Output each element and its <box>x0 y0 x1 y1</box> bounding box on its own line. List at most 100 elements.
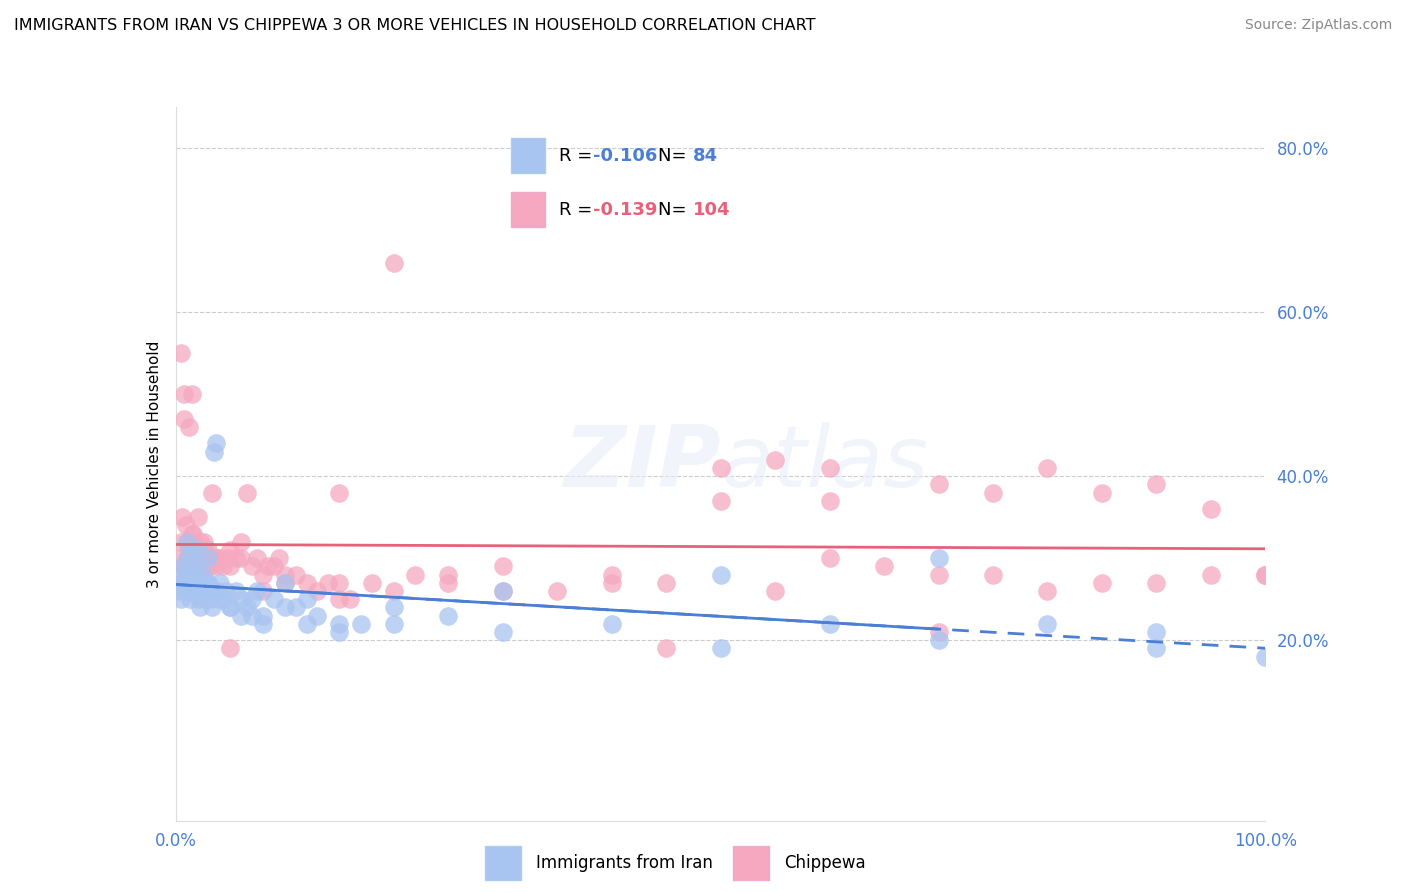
Point <box>172 559 194 574</box>
Point <box>257 559 280 574</box>
Point <box>188 534 211 549</box>
Point <box>177 551 200 566</box>
Point <box>1091 485 1114 500</box>
Point <box>1144 575 1167 590</box>
Point <box>339 592 361 607</box>
Point <box>190 559 212 574</box>
Point <box>235 485 257 500</box>
Point <box>928 551 950 566</box>
Point <box>405 567 427 582</box>
Point <box>191 575 214 590</box>
Point <box>195 592 218 607</box>
Point <box>240 559 263 574</box>
Point <box>170 575 193 590</box>
Point <box>1144 641 1167 656</box>
Point <box>240 592 263 607</box>
Point <box>928 477 950 491</box>
Point <box>188 551 211 566</box>
Point <box>318 575 340 590</box>
Point <box>195 551 218 566</box>
Point <box>295 592 318 607</box>
Point <box>1199 502 1222 516</box>
Point <box>207 584 229 599</box>
Point <box>1036 616 1059 631</box>
Point <box>818 551 841 566</box>
Point <box>201 485 224 500</box>
Point <box>382 600 405 615</box>
Point <box>710 493 733 508</box>
Point <box>193 534 215 549</box>
Point <box>209 575 232 590</box>
Point <box>215 551 238 566</box>
Point <box>202 551 225 566</box>
Point <box>177 575 200 590</box>
Y-axis label: 3 or more Vehicles in Household: 3 or more Vehicles in Household <box>146 340 162 588</box>
Point <box>928 633 950 648</box>
Point <box>350 616 373 631</box>
FancyBboxPatch shape <box>485 846 520 880</box>
Point <box>655 641 678 656</box>
Point <box>208 551 231 566</box>
Point <box>186 559 208 574</box>
Point <box>252 567 274 582</box>
Point <box>197 543 219 558</box>
Point <box>382 256 405 270</box>
Point <box>181 526 204 541</box>
Point <box>219 600 242 615</box>
Point <box>177 543 200 558</box>
Text: IMMIGRANTS FROM IRAN VS CHIPPEWA 3 OR MORE VEHICLES IN HOUSEHOLD CORRELATION CHA: IMMIGRANTS FROM IRAN VS CHIPPEWA 3 OR MO… <box>14 18 815 33</box>
Point <box>193 584 215 599</box>
Point <box>219 600 242 615</box>
Point <box>437 608 460 623</box>
Point <box>274 600 297 615</box>
Point <box>181 567 204 582</box>
Point <box>1091 575 1114 590</box>
Point <box>191 567 214 582</box>
Point <box>263 559 285 574</box>
Point <box>191 584 214 599</box>
Point <box>263 592 285 607</box>
Point <box>205 559 228 574</box>
Point <box>187 543 209 558</box>
Point <box>284 600 307 615</box>
Point <box>177 584 200 599</box>
Point <box>818 616 841 631</box>
Point <box>177 420 200 434</box>
Point <box>307 608 329 623</box>
Point <box>197 575 219 590</box>
Point <box>193 551 215 566</box>
Text: ZIP: ZIP <box>562 422 721 506</box>
Point <box>181 543 204 558</box>
Point <box>172 559 194 574</box>
Point <box>231 608 253 623</box>
Point <box>195 559 218 574</box>
Point <box>194 543 217 558</box>
Point <box>174 584 197 599</box>
Point <box>928 625 950 640</box>
Point <box>492 559 515 574</box>
Point <box>191 559 214 574</box>
Point <box>172 510 194 524</box>
Point <box>235 600 257 615</box>
Point <box>197 551 219 566</box>
Point <box>328 625 350 640</box>
Point <box>202 584 225 599</box>
Point <box>179 559 201 574</box>
Point <box>174 518 197 533</box>
Point <box>179 592 201 607</box>
Point <box>186 575 208 590</box>
Point <box>169 551 191 566</box>
Text: atlas: atlas <box>721 422 928 506</box>
Point <box>246 584 269 599</box>
Point <box>219 559 242 574</box>
Point <box>190 575 212 590</box>
Point <box>194 575 217 590</box>
Point <box>170 592 193 607</box>
Point <box>180 575 202 590</box>
Point <box>184 551 207 566</box>
Point <box>1144 477 1167 491</box>
Point <box>981 567 1004 582</box>
Point <box>240 608 263 623</box>
Point <box>184 543 207 558</box>
Point <box>231 551 253 566</box>
